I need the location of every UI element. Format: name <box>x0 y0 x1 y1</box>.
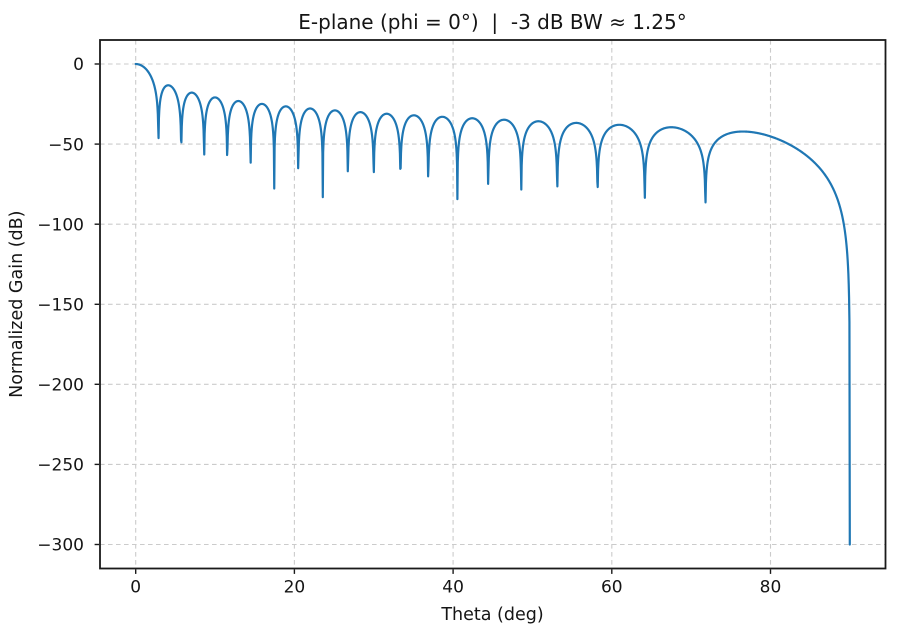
x-tick-label: 80 <box>760 578 782 598</box>
x-tick-label: 60 <box>601 578 623 598</box>
frame-layer <box>99 39 887 570</box>
y-tick-label: −100 <box>37 215 84 235</box>
tick-layer: 0 20 40 60 80 0 −50 −100 −150 −200 −250 −300 <box>37 55 781 597</box>
y-tick-label: −200 <box>37 376 84 396</box>
series-layer <box>134 62 851 546</box>
y-tick-label: −50 <box>48 135 84 155</box>
y-tick-label: −250 <box>37 456 84 476</box>
gain-curve <box>134 62 851 546</box>
x-axis-label: Theta (deg) <box>440 605 543 625</box>
axes-frame <box>99 39 887 570</box>
y-tick-label: −150 <box>37 295 84 315</box>
x-tick-label: 0 <box>130 578 141 598</box>
x-tick-label: 40 <box>442 578 464 598</box>
y-tick-label: −300 <box>37 536 84 556</box>
y-tick-label: 0 <box>73 55 84 75</box>
x-tick-label: 20 <box>284 578 306 598</box>
y-axis-label: Normalized Gain (dB) <box>7 211 27 398</box>
chart-title: E-plane (phi = 0°) | -3 dB BW ≈ 1.25° <box>298 10 686 34</box>
